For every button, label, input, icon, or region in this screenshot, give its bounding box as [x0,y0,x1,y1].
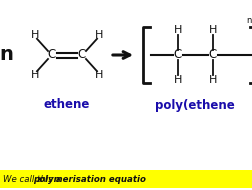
Text: H: H [31,70,39,80]
Text: n: n [0,45,13,64]
Text: H: H [173,75,181,85]
Bar [0,170,252,188]
Text: C: C [48,48,56,62]
Text: H: H [173,25,181,35]
Text: H: H [94,30,103,40]
Text: We call this a: We call this a [3,174,63,184]
Text: H: H [208,75,216,85]
Text: H: H [31,30,39,40]
Text: H: H [208,25,216,35]
Text: ethene: ethene [44,98,90,112]
Text: poly(ethene: poly(ethene [154,98,234,112]
Text: n: n [246,16,251,25]
Text: C: C [173,48,181,62]
Text: polymerisation equatio: polymerisation equatio [33,174,145,184]
Text: C: C [208,48,216,62]
Text: H: H [94,70,103,80]
Text: C: C [78,48,86,62]
